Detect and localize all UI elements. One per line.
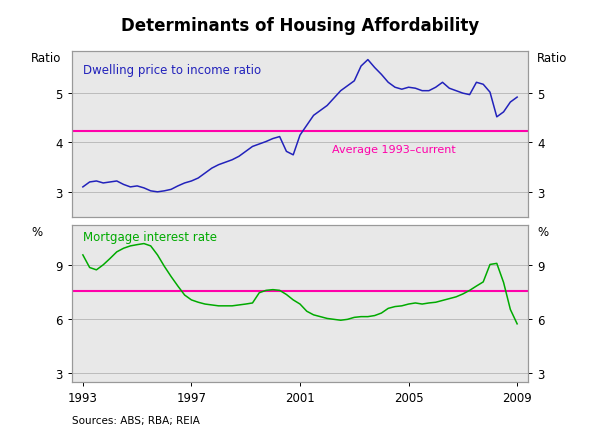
Text: %: %	[31, 226, 42, 239]
Text: Mortgage interest rate: Mortgage interest rate	[83, 230, 217, 243]
Text: %: %	[537, 226, 548, 239]
Text: Determinants of Housing Affordability: Determinants of Housing Affordability	[121, 17, 479, 35]
Text: Sources: ABS; RBA; REIA: Sources: ABS; RBA; REIA	[72, 415, 200, 425]
Text: Ratio: Ratio	[537, 52, 568, 65]
Text: Ratio: Ratio	[31, 52, 61, 65]
Text: Dwelling price to income ratio: Dwelling price to income ratio	[83, 64, 262, 76]
Text: Average 1993–current: Average 1993–current	[332, 145, 455, 155]
